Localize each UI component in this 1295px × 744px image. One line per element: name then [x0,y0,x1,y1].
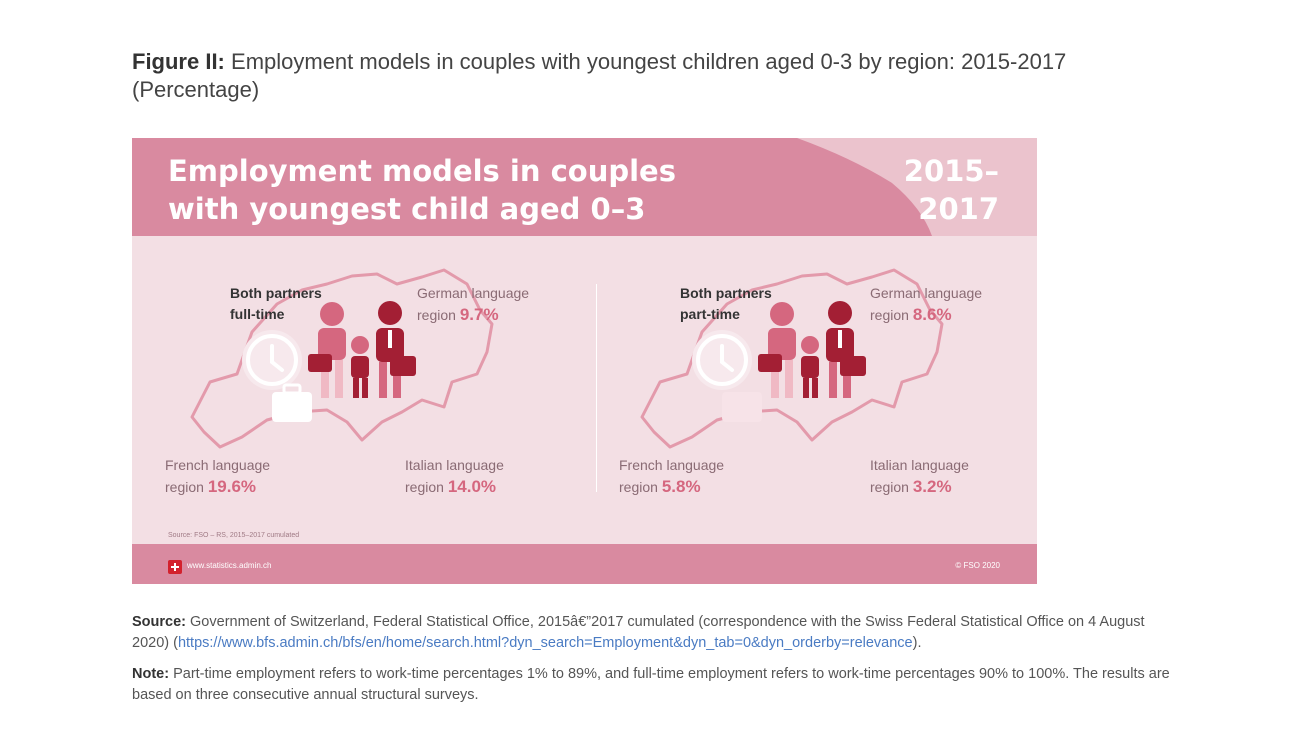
note-label: Note: [132,666,170,682]
german-value-part-time: 8.6% [912,305,952,324]
years-line2: 2017 [918,192,999,226]
figure-label: Figure II: [132,49,225,74]
model-full-time-line2: full-time [230,306,285,322]
source-text: Government of Switzerland, Federal Stati… [132,614,1145,651]
family-icon-full-time [308,301,416,398]
infographic-url: www.statistics.admin.ch [187,561,272,570]
figure-title-text: Employment models in couples with younge… [231,49,1067,74]
italian-region-part-time: Italian language region 3.2% [870,455,969,498]
model-label-full-time: Both partners full-time [230,283,322,325]
french-value-full-time: 19.6% [207,477,257,496]
infographic-title-line1: Employment models in couples [168,154,676,188]
header-corner-shape [797,138,1037,236]
infographic-title: Employment models in couples with younge… [168,152,676,228]
source-link[interactable]: https://www.bfs.admin.ch/bfs/en/home/sea… [177,635,913,651]
infographic: Employment models in couples with younge… [132,138,1037,584]
source-tail: ). [912,635,922,651]
note-caption: Note: Part-time employment refers to wor… [132,664,1172,706]
italian-label-line1: Italian language [405,457,504,473]
french-region-part-time: French language region 5.8% [619,455,724,498]
german-label-line2: region [870,307,909,323]
infographic-source: Source: FSO – RS, 2015–2017 cumulated [168,532,300,539]
german-value-full-time: 9.7% [459,305,499,324]
french-region-full-time: French language region 19.6% [165,455,270,498]
panel-divider [596,284,597,492]
german-region-part-time: German language region 8.6% [870,283,982,326]
french-label-line2: region [165,479,204,495]
italian-label-line1: Italian language [870,457,969,473]
model-part-time-line2: part-time [680,306,740,322]
italian-label-line2: region [870,479,909,495]
model-part-time-line1: Both partners [680,285,772,301]
infographic-title-line2: with youngest child aged 0–3 [168,192,646,226]
model-full-time-line1: Both partners [230,285,322,301]
switzerland-map-full-time [190,268,494,449]
french-label-line1: French language [619,457,725,473]
years-line1: 2015– [903,154,999,188]
note-text: Part-time employment refers to work-time… [132,666,1170,703]
french-label-line1: French language [165,457,271,473]
german-label-line2: region [417,307,456,323]
infographic-years: 2015– 2017 [904,152,999,228]
infographic-copyright: © FSO 2020 [955,561,1000,570]
german-label-line1: German language [417,285,530,301]
italian-label-line2: region [405,479,444,495]
italian-value-part-time: 3.2% [912,477,952,496]
french-value-part-time: 5.8% [661,477,701,496]
figure-title: Figure II: Employment models in couples … [132,48,1132,104]
german-label-line1: German language [870,285,983,301]
switzerland-map-part-time [640,268,944,449]
italian-region-full-time: Italian language region 14.0% [405,455,504,498]
italian-value-full-time: 14.0% [447,477,497,496]
source-label: Source: [132,614,186,630]
figure-unit: (Percentage) [132,77,260,102]
swiss-flag-icon [168,560,182,574]
german-region-full-time: German language region 9.7% [417,283,529,326]
infographic-footer: www.statistics.admin.ch © FSO 2020 [132,544,1037,584]
model-label-part-time: Both partners part-time [680,283,772,325]
family-icon-part-time [758,301,866,398]
french-label-line2: region [619,479,658,495]
source-caption: Source: Government of Switzerland, Feder… [132,612,1172,654]
